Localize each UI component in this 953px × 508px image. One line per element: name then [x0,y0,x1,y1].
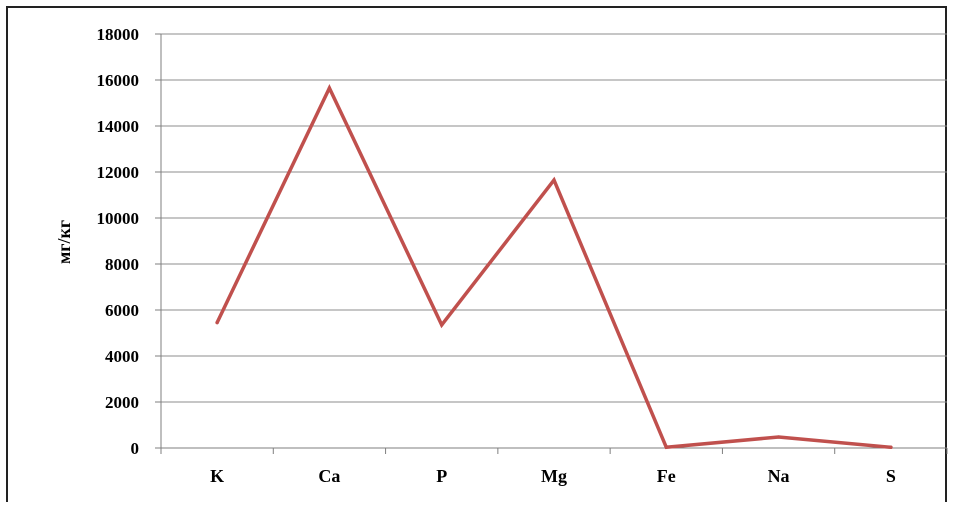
chart-frame [6,6,947,502]
y-tick-label: 8000 [105,255,139,274]
y-tick-label: 14000 [97,117,140,136]
x-tick-label: K [210,466,224,486]
y-tick-label: 6000 [105,301,139,320]
y-tick-label: 10000 [97,209,140,228]
series-line [215,84,893,450]
x-tick-label: Na [768,466,790,486]
y-tick-label: 16000 [97,71,140,90]
y-tick-label: 2000 [105,393,139,412]
x-tick-label: S [886,466,896,486]
y-tick-label: 0 [131,439,140,458]
y-tick-label: 18000 [97,25,140,44]
series-lines [215,84,893,450]
x-tick-labels: K Ca P Mg Fe Na S [210,466,896,486]
gridlines [161,33,947,403]
y-tick-label: 4000 [105,347,139,366]
y-tick-labels: 0 2000 4000 6000 8000 10000 12000 14000 16000 180… [97,25,140,458]
y-tick-label: 12000 [97,163,140,182]
x-tick-label: Mg [541,466,567,486]
data-point [215,321,219,325]
data-point [327,86,332,90]
x-tick-label: Fe [657,466,676,486]
data-point [552,178,556,182]
x-tick-label: Ca [318,466,340,486]
data-point [440,323,444,327]
x-tick-label: P [436,466,447,486]
y-axis-title: мг/кг [54,220,74,264]
axes [155,33,948,454]
data-point [889,445,893,449]
data-point [776,435,781,439]
data-point [664,445,668,449]
